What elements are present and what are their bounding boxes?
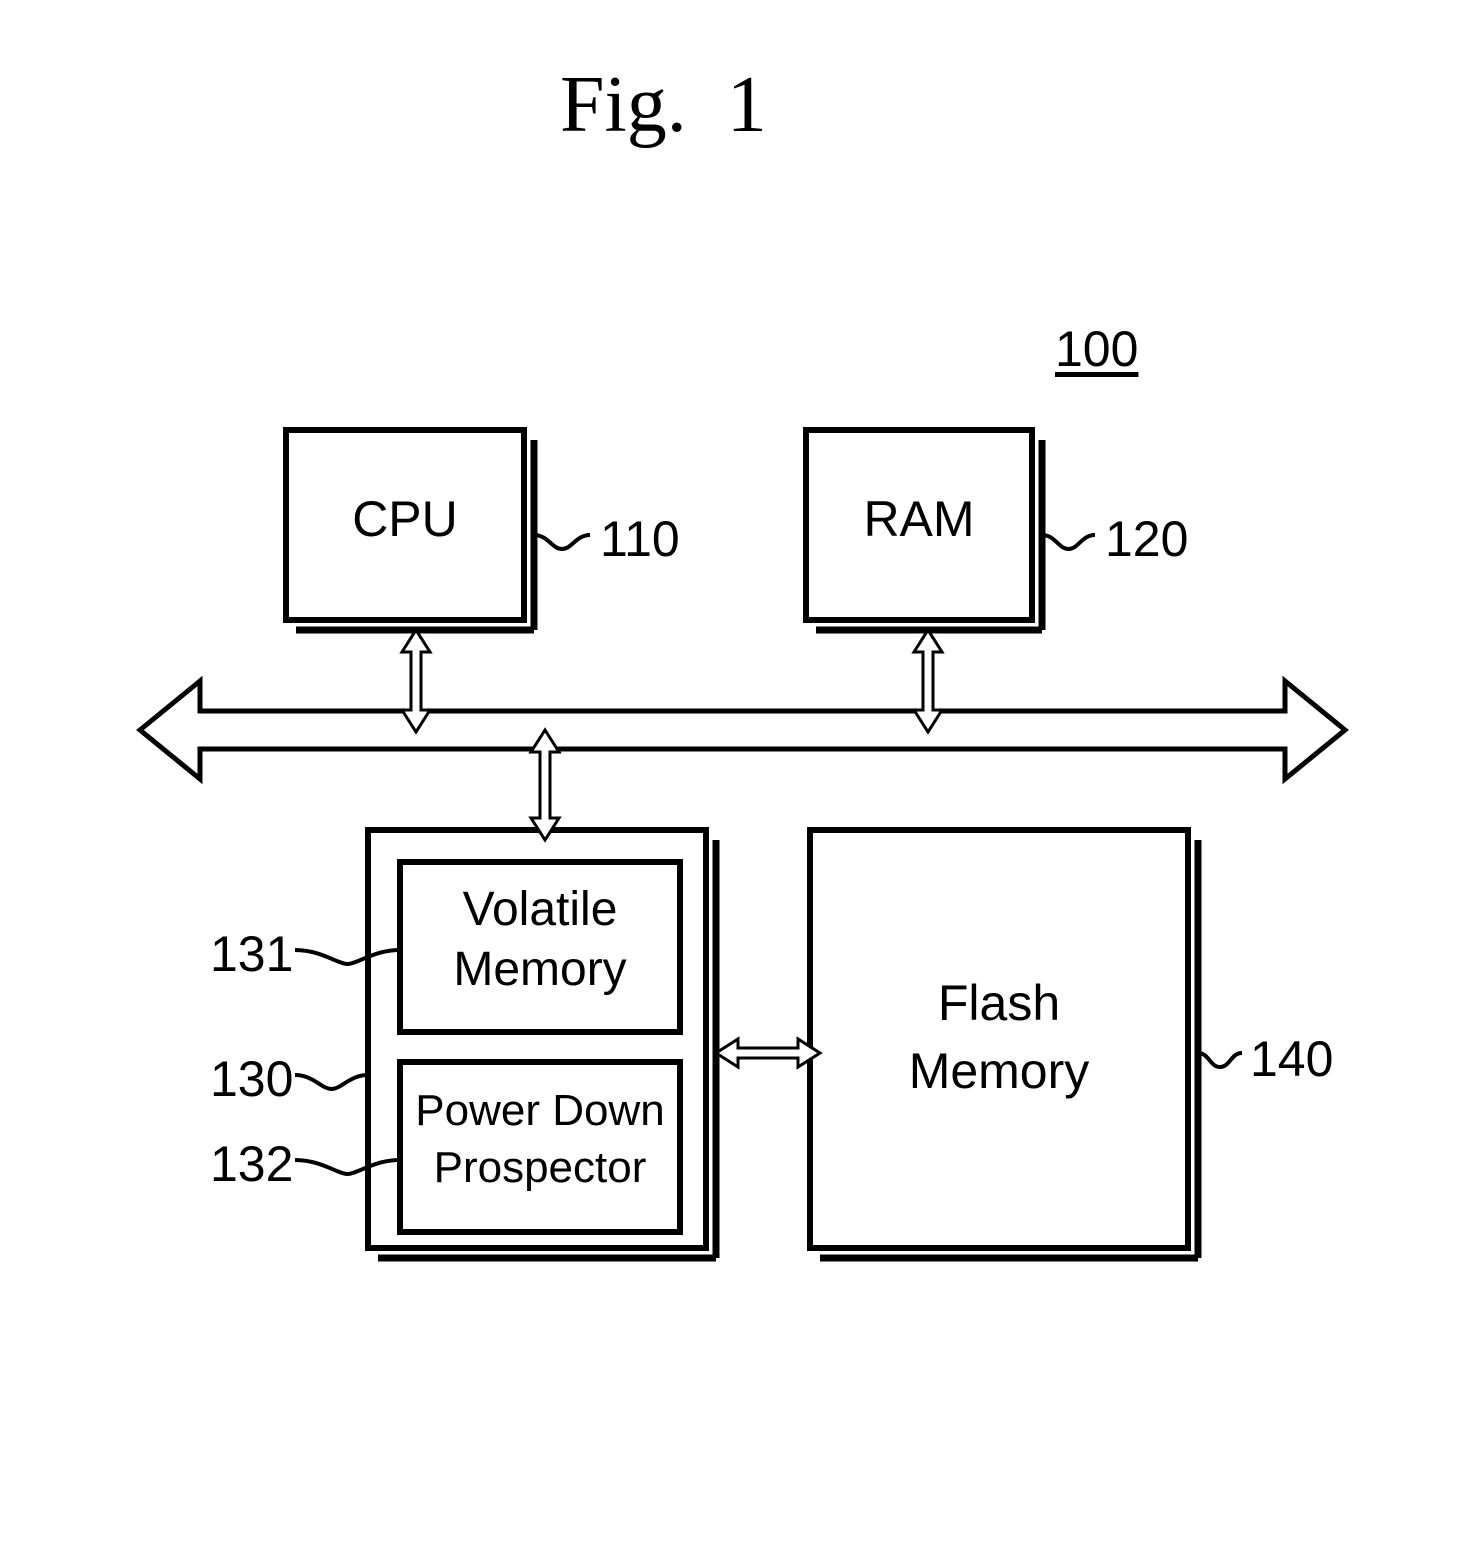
ref-130: 130 [210,1050,293,1108]
ref-connector [295,1075,368,1089]
ref-140: 140 [1250,1030,1333,1088]
pdp-label: Power Down Prospector [400,1082,680,1196]
flash-label: Flash Memory [820,970,1178,1105]
ref-110: 110 [600,510,680,568]
ref-132: 132 [210,1135,293,1193]
system-bus [140,681,1345,779]
ref-connector [534,535,590,549]
ref-connector [1042,535,1095,549]
ref-131: 131 [210,925,293,983]
ref-120: 120 [1105,510,1188,568]
volatile-label: Volatile Memory [400,880,680,1000]
cpu-label: CPU [296,490,514,548]
figure-stage: Fig. 1 100 [0,0,1468,1547]
ram-label: RAM [816,490,1022,548]
diagram-svg [0,0,1468,1547]
bus-connector-arrow [402,630,430,732]
ref-connector [1198,1053,1242,1067]
bus-connector-arrow [914,630,942,732]
bus-connector-arrow [531,730,559,840]
flash-connector-arrow [716,1039,820,1067]
